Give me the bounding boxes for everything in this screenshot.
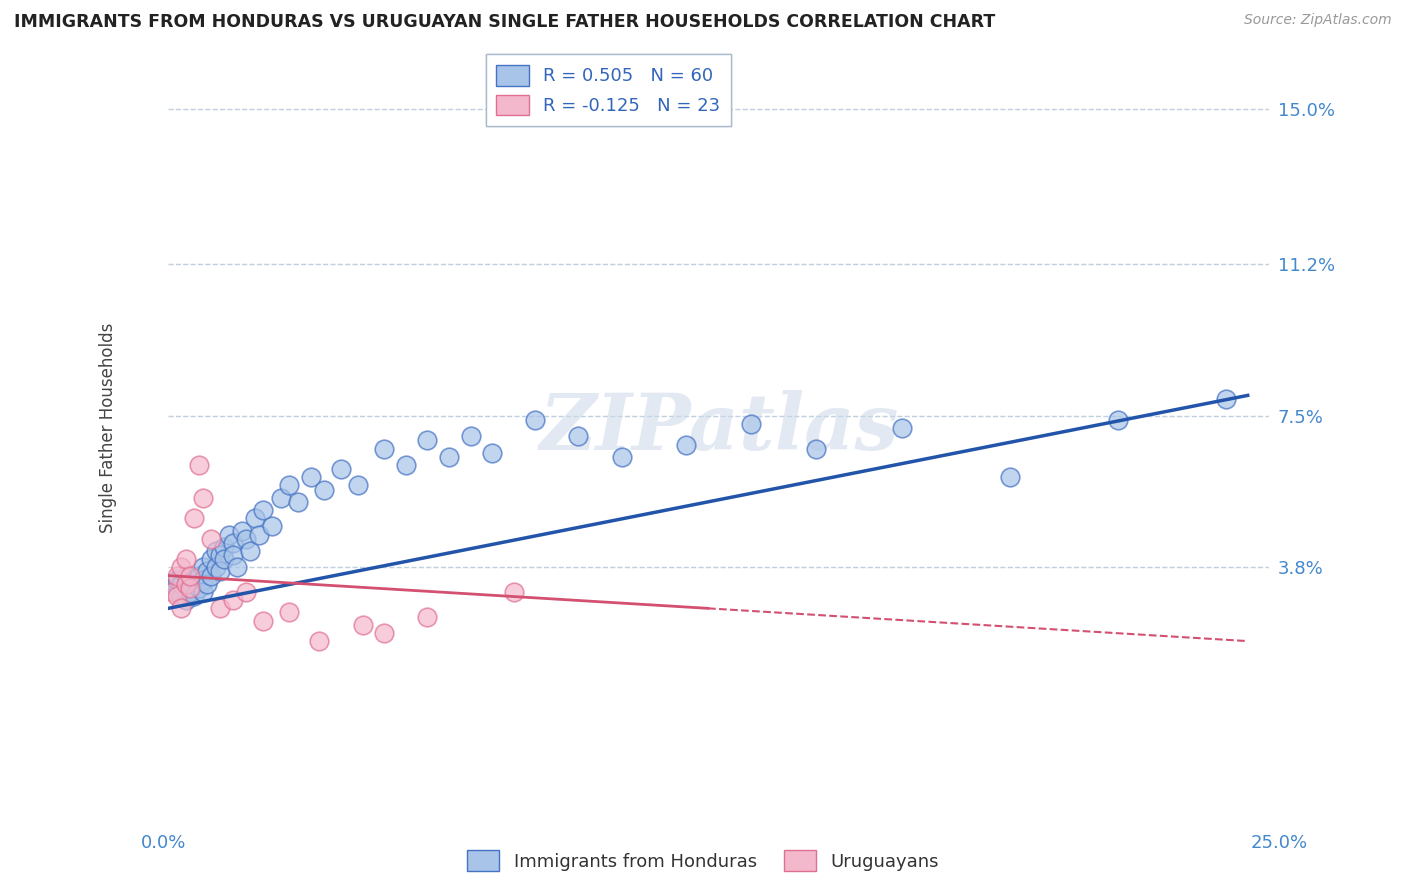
Point xyxy=(170,589,193,603)
Point xyxy=(437,450,460,464)
Legend: R = 0.505   N = 60, R = -0.125   N = 23: R = 0.505 N = 60, R = -0.125 N = 23 xyxy=(485,54,731,127)
Point xyxy=(200,552,222,566)
Point xyxy=(740,417,762,431)
Point xyxy=(460,429,482,443)
Point xyxy=(183,511,205,525)
Point xyxy=(162,581,184,595)
Point xyxy=(174,552,197,566)
Point xyxy=(174,593,197,607)
Point xyxy=(191,491,214,505)
Point xyxy=(209,565,232,579)
Point xyxy=(416,609,439,624)
Point xyxy=(247,527,270,541)
Text: 0.0%: 0.0% xyxy=(141,834,186,852)
Point xyxy=(235,585,257,599)
Point xyxy=(373,442,395,456)
Point xyxy=(183,573,205,587)
Point xyxy=(373,626,395,640)
Point xyxy=(226,560,249,574)
Point xyxy=(195,565,218,579)
Point xyxy=(187,581,209,595)
Point xyxy=(610,450,633,464)
Point xyxy=(191,560,214,574)
Point xyxy=(214,540,236,554)
Point xyxy=(200,568,222,582)
Point xyxy=(481,446,503,460)
Point xyxy=(179,581,201,595)
Point xyxy=(170,601,193,615)
Legend: Immigrants from Honduras, Uruguayans: Immigrants from Honduras, Uruguayans xyxy=(460,843,946,879)
Text: Source: ZipAtlas.com: Source: ZipAtlas.com xyxy=(1244,13,1392,28)
Point xyxy=(278,478,301,492)
Point xyxy=(299,470,322,484)
Point xyxy=(222,593,245,607)
Text: Single Father Households: Single Father Households xyxy=(98,323,117,533)
Point xyxy=(235,532,257,546)
Point xyxy=(308,634,330,648)
Point xyxy=(170,576,193,591)
Point xyxy=(179,576,201,591)
Point xyxy=(162,585,184,599)
Point xyxy=(395,458,418,472)
Point xyxy=(218,527,240,541)
Point xyxy=(252,614,274,628)
Point xyxy=(204,544,226,558)
Point xyxy=(312,483,335,497)
Point xyxy=(174,568,197,582)
Point xyxy=(347,478,370,492)
Point xyxy=(179,568,201,582)
Point xyxy=(252,503,274,517)
Point xyxy=(352,617,374,632)
Point xyxy=(179,585,201,599)
Point xyxy=(243,511,266,525)
Point xyxy=(170,560,193,574)
Point xyxy=(260,519,283,533)
Point xyxy=(1000,470,1022,484)
Point xyxy=(209,548,232,562)
Point xyxy=(270,491,292,505)
Point xyxy=(191,585,214,599)
Point xyxy=(231,524,253,538)
Point xyxy=(567,429,589,443)
Point xyxy=(200,532,222,546)
Point xyxy=(330,462,353,476)
Point xyxy=(222,548,245,562)
Point xyxy=(209,601,232,615)
Point xyxy=(675,437,697,451)
Point xyxy=(239,544,262,558)
Point xyxy=(891,421,914,435)
Point xyxy=(195,576,218,591)
Point xyxy=(804,442,827,456)
Point xyxy=(278,606,301,620)
Text: ZIPatlas: ZIPatlas xyxy=(538,390,898,467)
Point xyxy=(183,589,205,603)
Point xyxy=(214,552,236,566)
Point xyxy=(166,585,188,599)
Point xyxy=(166,573,188,587)
Point xyxy=(166,589,188,603)
Text: 25.0%: 25.0% xyxy=(1250,834,1308,852)
Point xyxy=(1215,392,1237,407)
Point xyxy=(524,413,547,427)
Point xyxy=(166,568,188,582)
Point xyxy=(187,458,209,472)
Point xyxy=(187,568,209,582)
Point xyxy=(174,576,197,591)
Point xyxy=(502,585,524,599)
Point xyxy=(416,434,439,448)
Point xyxy=(287,495,309,509)
Point xyxy=(1107,413,1129,427)
Point xyxy=(222,536,245,550)
Point xyxy=(191,573,214,587)
Point xyxy=(204,560,226,574)
Text: IMMIGRANTS FROM HONDURAS VS URUGUAYAN SINGLE FATHER HOUSEHOLDS CORRELATION CHART: IMMIGRANTS FROM HONDURAS VS URUGUAYAN SI… xyxy=(14,13,995,31)
